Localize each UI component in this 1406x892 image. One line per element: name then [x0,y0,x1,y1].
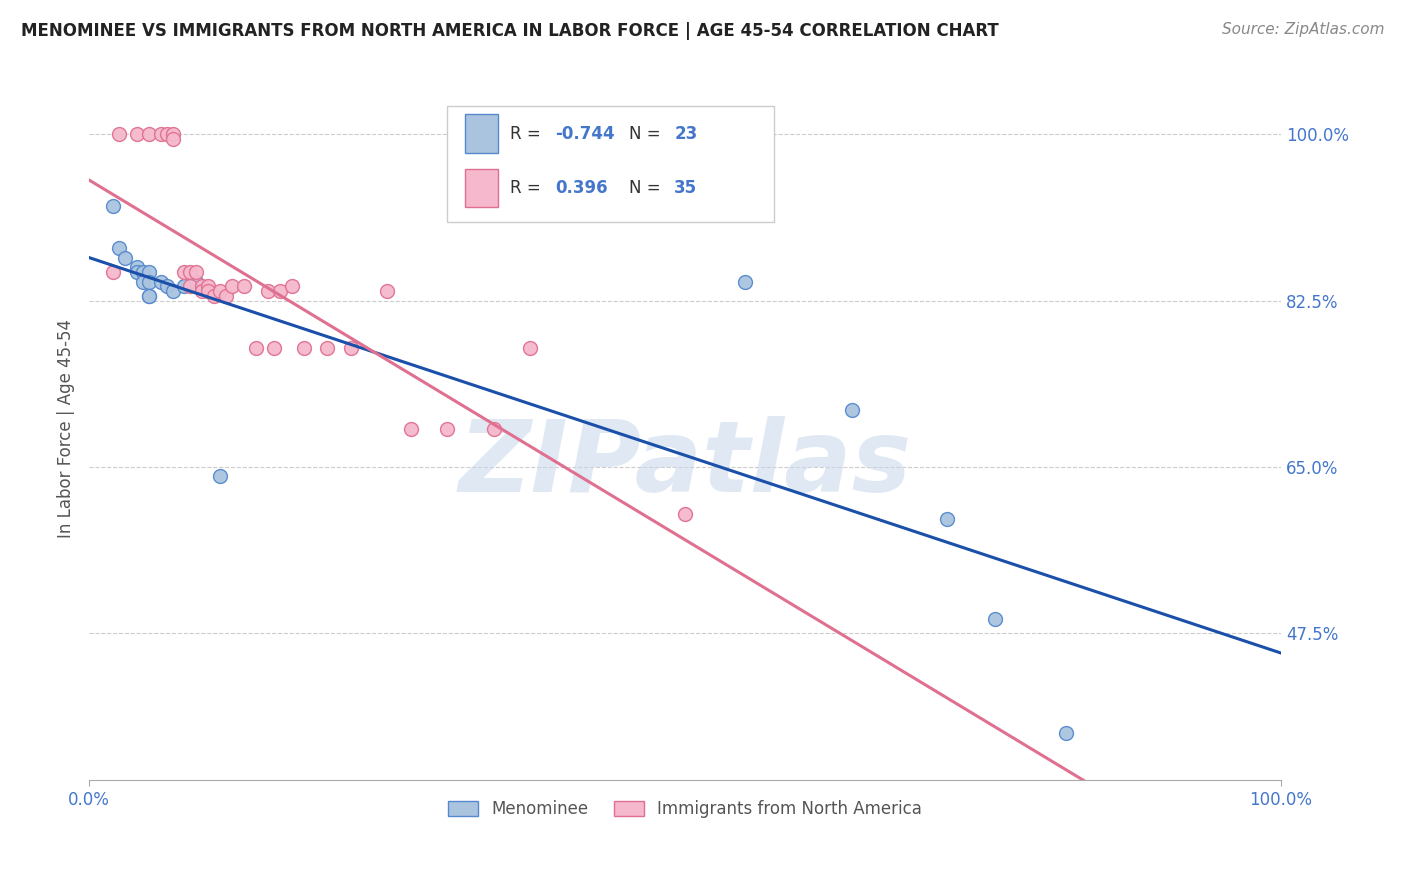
Point [257,284,280,298]
Legend: Menominee, Immigrants from North America: Menominee, Immigrants from North America [441,793,928,825]
Point [519,341,541,355]
Point [936,512,959,526]
FancyBboxPatch shape [447,105,775,221]
Text: R =: R = [510,125,546,143]
Point [375,284,398,298]
Point [734,275,756,289]
Point [101,265,124,279]
Point [191,284,214,298]
Point [138,265,160,279]
Point [131,275,153,289]
Point [436,422,458,436]
Point [179,265,201,279]
Point [215,289,238,303]
Point [138,289,160,303]
Point [179,279,201,293]
Point [155,128,177,142]
Point [149,128,172,142]
Point [209,284,232,298]
Text: 35: 35 [675,179,697,197]
Point [162,284,184,298]
Point [125,260,148,275]
Point [186,275,208,289]
Point [209,469,232,483]
Point [186,265,208,279]
Point [269,284,291,298]
Point [233,279,256,293]
Y-axis label: In Labor Force | Age 45-54: In Labor Force | Age 45-54 [58,319,75,539]
Point [101,199,124,213]
Point [108,128,131,142]
Point [841,402,863,417]
Point [340,341,363,355]
Text: ZIPatlas: ZIPatlas [458,416,911,513]
Point [138,128,160,142]
Text: Source: ZipAtlas.com: Source: ZipAtlas.com [1222,22,1385,37]
Point [114,251,136,265]
Point [399,422,422,436]
Point [108,241,131,255]
Text: 0.396: 0.396 [555,179,607,197]
Point [197,284,219,298]
Point [149,275,172,289]
Point [673,508,696,522]
Point [138,275,160,289]
Text: N =: N = [628,125,666,143]
Point [173,265,195,279]
Point [125,128,148,142]
Bar [464,169,498,207]
Point [162,132,184,146]
Point [316,341,339,355]
Text: R =: R = [510,179,551,197]
Point [484,422,506,436]
Text: -0.744: -0.744 [555,125,614,143]
Point [131,265,153,279]
Point [202,289,225,303]
Point [173,279,195,293]
Text: MENOMINEE VS IMMIGRANTS FROM NORTH AMERICA IN LABOR FORCE | AGE 45-54 CORRELATIO: MENOMINEE VS IMMIGRANTS FROM NORTH AMERI… [21,22,998,40]
Point [263,341,285,355]
Point [162,128,184,142]
Point [221,279,243,293]
Text: N =: N = [628,179,666,197]
Point [191,279,214,293]
Point [1054,726,1077,740]
Point [280,279,302,293]
Point [125,265,148,279]
Point [292,341,315,355]
Point [155,279,177,293]
Point [138,289,160,303]
Point [197,279,219,293]
Text: 23: 23 [675,125,697,143]
Point [984,612,1007,626]
Point [197,284,219,298]
Bar [464,114,498,153]
Point [245,341,267,355]
